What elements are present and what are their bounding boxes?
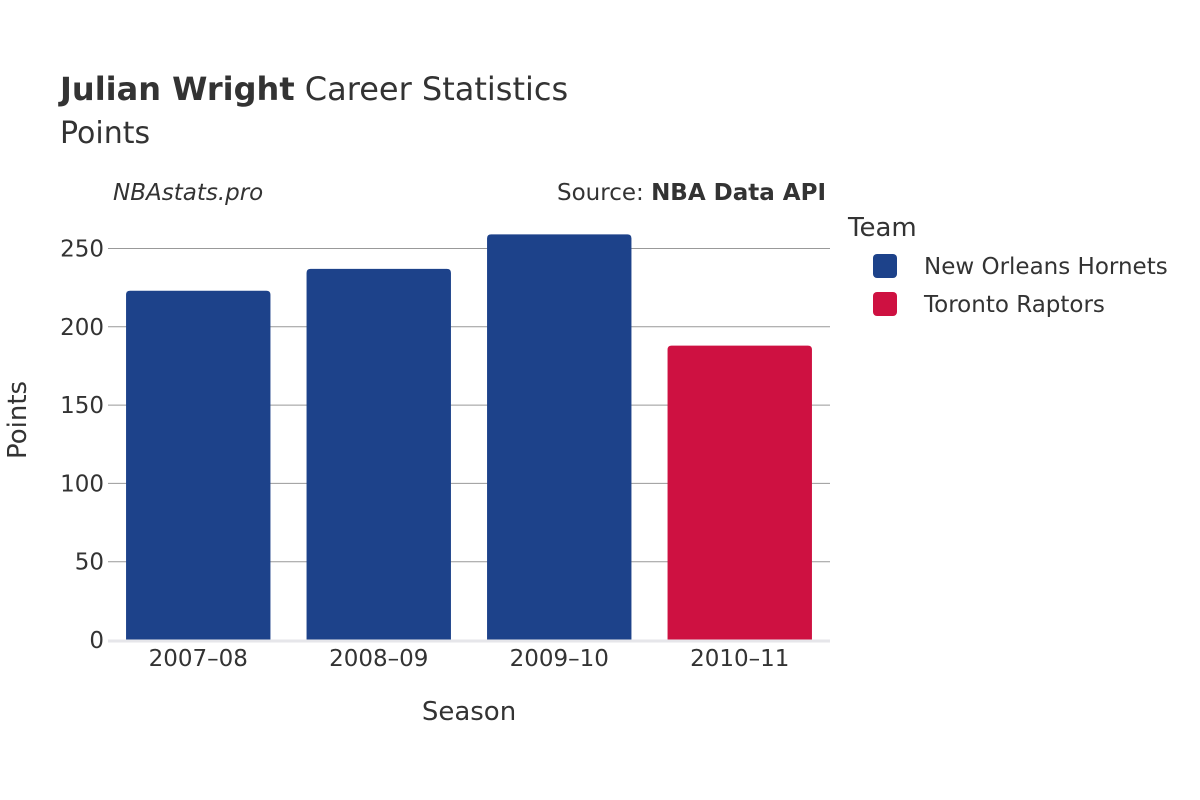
bar[interactable] xyxy=(667,345,812,640)
x-tick-label: 2009–10 xyxy=(510,646,609,672)
legend-swatch xyxy=(873,254,897,278)
source-name: NBA Data API xyxy=(651,180,826,206)
bar[interactable] xyxy=(306,268,451,640)
y-tick-label: 150 xyxy=(60,393,104,419)
x-axis-label: Season xyxy=(422,697,516,727)
x-tick-label: 2010–11 xyxy=(690,646,789,672)
bar[interactable] xyxy=(126,290,271,640)
y-tick-label: 250 xyxy=(60,236,104,262)
x-tick-label: 2008–09 xyxy=(329,646,428,672)
bars xyxy=(126,234,812,640)
y-tick-label: 100 xyxy=(60,471,104,497)
legend-swatch xyxy=(873,292,897,316)
legend-item-label: Toronto Raptors xyxy=(923,292,1105,318)
chart-title-player: Julian Wright xyxy=(58,70,295,108)
legend: Team New Orleans Hornets Toronto Raptors xyxy=(847,213,1168,318)
y-tick-label: 0 xyxy=(89,628,104,654)
x-axis-ticks: 2007–08 2008–09 2009–10 2010–11 xyxy=(149,646,790,672)
legend-item-label: New Orleans Hornets xyxy=(924,254,1168,280)
y-axis-label: Points xyxy=(3,381,33,459)
y-axis-ticks: 0 50 100 150 200 250 xyxy=(60,236,104,654)
legend-title: Team xyxy=(847,213,917,243)
chart-title: Julian Wright Career Statistics xyxy=(58,70,568,108)
source-credit: Source: NBA Data API xyxy=(557,180,826,206)
chart-title-rest: Career Statistics xyxy=(295,70,569,108)
chart-subtitle: Points xyxy=(60,116,150,151)
x-tick-label: 2007–08 xyxy=(149,646,248,672)
y-tick-label: 50 xyxy=(75,550,104,576)
watermark: NBAstats.pro xyxy=(113,180,263,206)
source-prefix: Source: xyxy=(557,180,651,206)
bar[interactable] xyxy=(487,234,632,640)
y-tick-label: 200 xyxy=(60,315,104,341)
